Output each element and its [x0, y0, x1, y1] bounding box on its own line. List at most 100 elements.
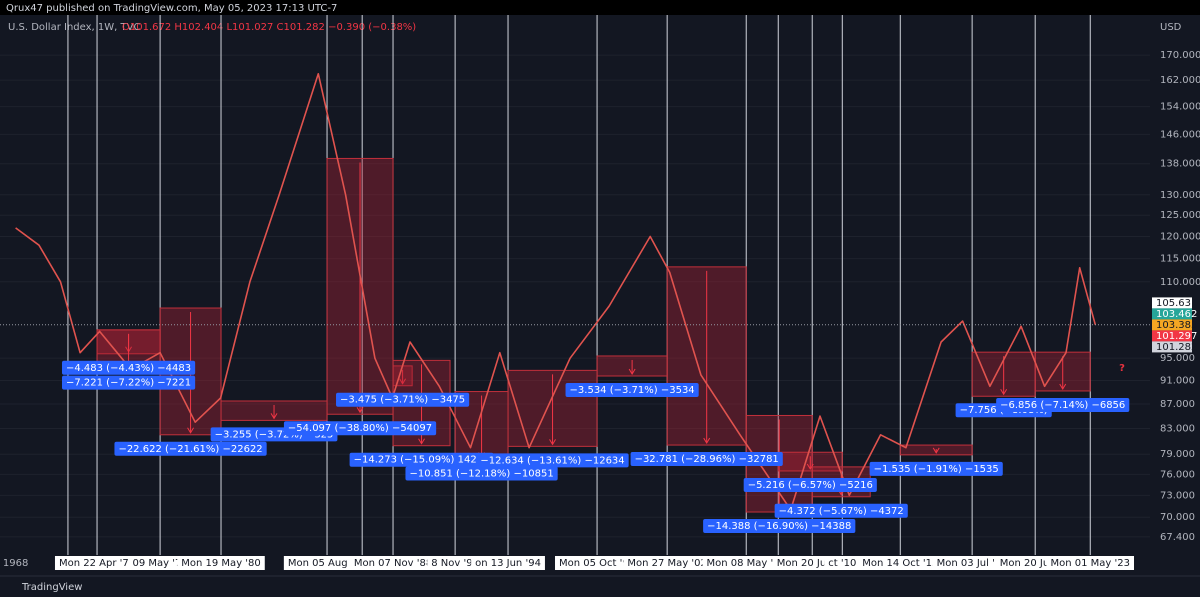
date-label-bg [555, 556, 640, 570]
y-tick-label: 91.000 [1160, 376, 1195, 387]
measure-arrowhead [399, 378, 407, 385]
measure-label-bg [405, 466, 558, 481]
y-tick-label: 87.000 [1160, 399, 1195, 410]
date-label-bg [702, 556, 790, 570]
measure-label: −1.535 (−1.91%) −1535 [874, 464, 999, 475]
date-label-bg [623, 556, 711, 570]
question-mark: ? [1119, 363, 1125, 374]
date-label: Mon 05 Aug '85 [288, 558, 366, 569]
price-badge-label: 105.631 [1156, 298, 1197, 309]
date-label: 8 Nov '91 [431, 558, 479, 569]
measure-label: −4.372 (−5.67%) −4372 [779, 506, 904, 517]
measure-label-bg [476, 453, 629, 468]
price-badge-label: 101.282 [1156, 342, 1197, 353]
measure-label: −5.216 (−6.57%) −5216 [748, 480, 873, 491]
date-label: Mon 27 May '02 [627, 558, 707, 569]
measure-arrowhead [1000, 388, 1008, 396]
year-label: 1968 [3, 558, 28, 569]
price-badge [1152, 308, 1192, 320]
date-label: on 13 Jun '94 [475, 558, 541, 569]
measure-arrowhead [806, 463, 814, 470]
y-tick-label: 125.000 [1160, 210, 1200, 221]
measure-label-bg [336, 392, 470, 407]
measure-label-bg [743, 477, 877, 492]
measure-label-bg [869, 461, 1003, 476]
y-tick-label: 120.000 [1160, 231, 1200, 242]
measure-label: −3.534 (−3.71%) −3534 [570, 385, 695, 396]
price-badge-label: 103.383 [1156, 320, 1197, 331]
measure-label: −22.622 (−21.61%) −22622 [118, 444, 262, 455]
date-label-bg [932, 556, 1012, 570]
price-badge-label: 101.297 [1156, 331, 1197, 342]
y-tick-label: 79.000 [1160, 449, 1195, 460]
y-tick-label: 154.000 [1160, 102, 1200, 113]
y-tick-label: 70.000 [1160, 512, 1195, 523]
measure-arrowhead [356, 406, 364, 414]
date-label: Mon 01 May '23 [1051, 558, 1131, 569]
measure-label-bg [630, 452, 783, 467]
date-label: Mon 03 Jul '17 [937, 558, 1008, 569]
top-bar [0, 0, 1200, 15]
measure-label: −12.634 (−13.61%) −12634 [480, 455, 624, 466]
currency: USD [1160, 22, 1182, 33]
y-tick-label: 83.000 [1160, 423, 1195, 434]
measure-arrowhead [270, 413, 278, 420]
y-tick-label: 130.000 [1160, 190, 1200, 201]
measure-arrowhead [932, 447, 940, 454]
date-label: Mon 20 Jul '20 [1000, 558, 1071, 569]
price-badge [1152, 330, 1192, 342]
y-tick-label: 146.000 [1160, 129, 1200, 140]
y-tick-label: 170.000 [1160, 50, 1200, 61]
date-label-bg [1046, 556, 1135, 570]
y-tick-label: 67.400 [1160, 532, 1195, 543]
date-label-bg [471, 556, 545, 570]
date-label: 09 May '77 [132, 558, 187, 569]
measure-label-bg [774, 503, 908, 518]
date-label: Mon 22 Apr '74 [59, 558, 135, 569]
date-label-bg [177, 556, 265, 570]
date-label-bg [858, 556, 943, 570]
measure-label-bg [114, 441, 267, 456]
date-label-bg [824, 556, 861, 570]
measure-label-bg [283, 421, 437, 436]
measure-label-bg [703, 519, 856, 534]
publisher: Qrux47 published on TradingView.com, May… [6, 3, 337, 14]
measure-label: −3.255 (−3.72%) −325 [215, 429, 334, 440]
measure-arrowhead [628, 368, 636, 375]
price-badge [1152, 297, 1192, 309]
measure-arrowhead [1059, 383, 1067, 390]
date-label-bg [349, 556, 437, 570]
measure-label: −7.221 (−7.22%) −7221 [66, 378, 191, 389]
measure-label-bg [61, 375, 196, 390]
measure-label-bg [996, 397, 1130, 412]
date-label: Mon 20 Jul '09 [777, 558, 848, 569]
date-label-bg [283, 556, 371, 570]
date-label: Mon 19 May '80 [181, 558, 261, 569]
symbol-title: U.S. Dollar Index, 1W, TVC [8, 22, 140, 33]
price-badge [1152, 341, 1192, 353]
y-tick-label: 110.000 [1160, 277, 1200, 288]
measure-label: −54.097 (−38.80%) −54097 [288, 423, 432, 434]
ohlc: O101.672 H102.404 L101.027 C101.282 −0.3… [122, 22, 416, 33]
y-tick-label: 73.000 [1160, 490, 1195, 501]
measure-label: −10.851 (−12.18%) −10851 [409, 469, 553, 480]
measure-arrowhead [703, 437, 711, 445]
date-label: Mon 14 Oct '13 [862, 558, 938, 569]
measure-arrowhead [187, 427, 194, 434]
y-tick-label: 162.000 [1160, 75, 1200, 86]
measure-label: −6.856 (−7.14%) −6856 [1000, 400, 1125, 411]
date-label-bg [128, 556, 192, 570]
price-badge-label: 103.462 [1156, 309, 1197, 320]
date-label: Mon 07 Nov '88 [354, 558, 432, 569]
measure-label: −14.273 (−15.09%) 14273 [354, 455, 490, 466]
brand: TradingView [21, 582, 82, 593]
y-tick-label: 95.000 [1160, 353, 1195, 364]
y-tick-label: 138.000 [1160, 159, 1200, 170]
y-tick-label: 76.000 [1160, 469, 1195, 480]
price-badge [1152, 319, 1192, 331]
measure-label: −3.475 (−3.71%) −3475 [340, 395, 465, 406]
y-tick-label: 115.000 [1160, 254, 1200, 265]
measure-arrowhead [418, 438, 425, 445]
